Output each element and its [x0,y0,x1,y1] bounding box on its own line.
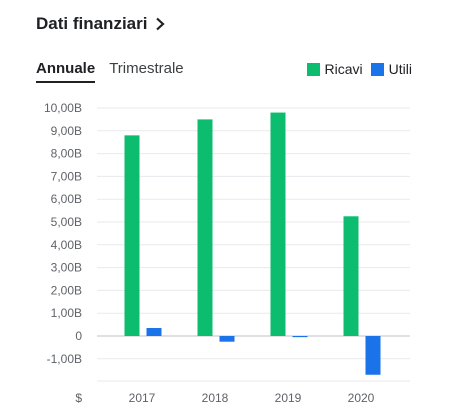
y-tick-label: 9,00B [51,124,82,138]
y-tick-label: 6,00B [51,192,82,206]
legend-swatch-revenue [306,62,320,76]
y-tick-label: 8,00B [51,147,82,161]
section-title: Dati finanziari [36,14,148,33]
legend-item-profit: Utili [370,61,412,77]
y-tick-label: 4,00B [51,238,82,252]
x-tick-label: 2017 [129,391,156,405]
chart-legend: Ricavi Utili [306,61,412,77]
revenue-bar [270,112,286,336]
profit-bar [219,336,235,342]
profit-bar [292,336,308,338]
section-header[interactable]: Dati finanziari [36,14,166,34]
legend-label-revenue: Ricavi [324,61,363,77]
revenue-bar [343,216,359,336]
period-tabs: Annuale Trimestrale [36,60,184,83]
revenue-bar [197,119,213,337]
y-tick-label: 2,00B [51,283,82,297]
y-tick-label: 7,00B [51,169,82,183]
legend-swatch-profit [370,62,384,76]
tab-annual[interactable]: Annuale [36,60,96,83]
revenue-bar [124,135,140,336]
profit-bar [365,336,381,375]
legend-item-revenue: Ricavi [306,61,363,77]
profit-bar [146,328,162,336]
y-tick-label: -1,00B [47,352,82,366]
currency-symbol: $ [75,391,82,405]
y-tick-label: 10,00B [44,101,82,115]
y-tick-label: 3,00B [51,261,82,275]
x-tick-label: 2018 [202,391,229,405]
y-tick-label: 1,00B [51,306,82,320]
x-tick-label: 2020 [348,391,375,405]
legend-label-profit: Utili [388,61,412,77]
tab-quarterly[interactable]: Trimestrale [109,60,184,77]
y-tick-label: 5,00B [51,215,82,229]
y-tick-label: 0 [75,329,82,343]
chevron-right-icon [156,17,166,31]
x-tick-label: 2019 [275,391,302,405]
